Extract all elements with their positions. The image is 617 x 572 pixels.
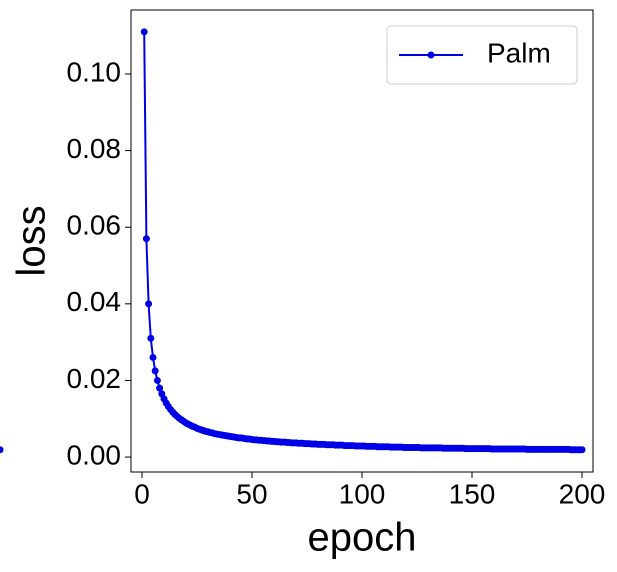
legend-label: Palm: [487, 37, 551, 68]
x-tick-label: 150: [449, 478, 496, 509]
x-tick-label: 50: [236, 478, 267, 509]
point: [149, 353, 157, 361]
legend-marker: [427, 51, 435, 59]
point: [0, 446, 4, 454]
legend-box: [386, 25, 578, 85]
y-tick-label: 0.06: [67, 210, 122, 241]
x-tick-label: 0: [134, 478, 150, 509]
y-tick-label: 0.10: [67, 56, 122, 87]
point: [147, 334, 155, 342]
point: [145, 300, 153, 308]
point: [142, 235, 150, 243]
x-tick-label: 200: [559, 478, 606, 509]
y-tick-label: 0.02: [67, 363, 122, 394]
x-axis-label: epoch: [308, 516, 417, 560]
point: [578, 446, 586, 454]
point: [156, 384, 164, 392]
y-tick-label: 0.08: [67, 133, 122, 164]
series-line: [143, 31, 582, 451]
y-axis-label: loss: [10, 205, 54, 276]
point: [140, 28, 148, 36]
plot-frame: [130, 9, 594, 473]
y-tick-label: 0.04: [67, 286, 122, 317]
point: [153, 376, 161, 384]
y-tick-label: 0.00: [67, 439, 122, 470]
x-tick-label: 100: [339, 478, 386, 509]
point: [151, 367, 159, 375]
